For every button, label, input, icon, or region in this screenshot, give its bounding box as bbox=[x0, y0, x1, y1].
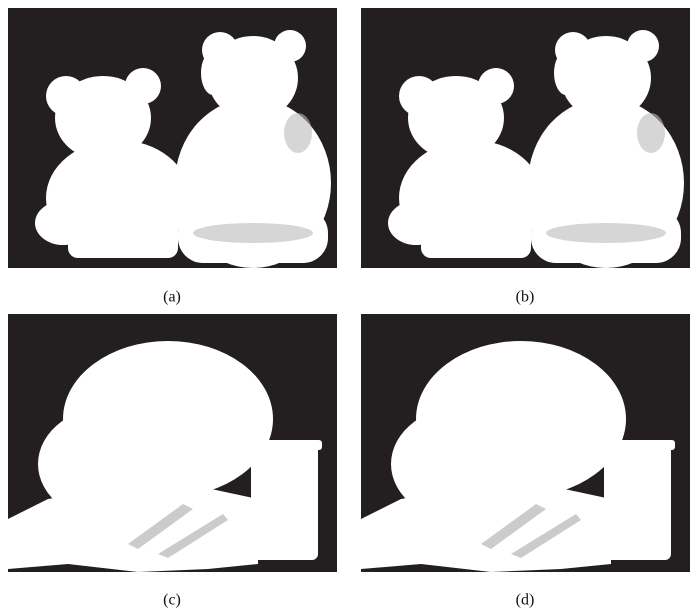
matte-image bbox=[361, 8, 690, 268]
caption: (d) bbox=[516, 592, 535, 609]
caption: (c) bbox=[163, 592, 181, 609]
caption: (a) bbox=[163, 289, 181, 306]
matte-image bbox=[8, 314, 337, 572]
figure: (a) (b) (c) (d) bbox=[0, 0, 696, 616]
caption: (b) bbox=[516, 289, 535, 306]
matte-image bbox=[361, 314, 690, 572]
matte-image bbox=[8, 8, 337, 268]
